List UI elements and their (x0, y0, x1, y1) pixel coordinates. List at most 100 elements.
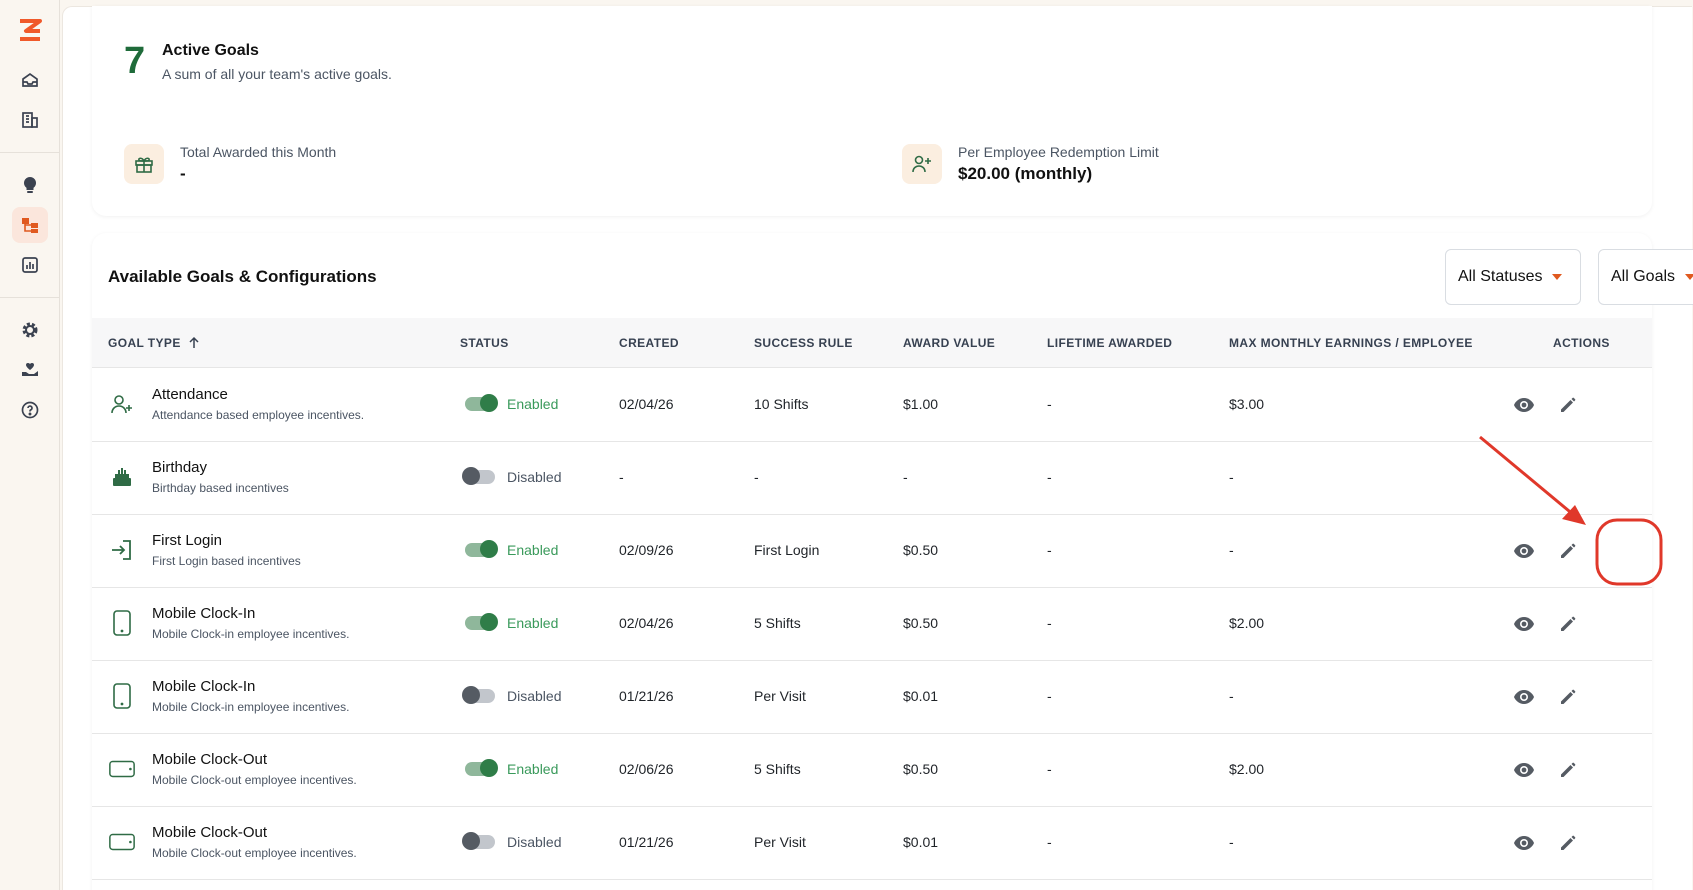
eye-icon[interactable] (1512, 831, 1536, 855)
goals-card: Available Goals & Configurations All Sta… (92, 233, 1693, 890)
lifetime-awarded: - (1047, 396, 1052, 412)
total-awarded-value: - (180, 164, 186, 183)
column-goal-type-label: GOAL TYPE (108, 336, 181, 350)
created-date: 01/21/26 (619, 834, 674, 850)
help-icon[interactable] (12, 392, 48, 428)
active-goals-title: Active Goals (162, 42, 259, 59)
pencil-icon[interactable] (1556, 758, 1580, 782)
hand-heart-icon[interactable] (12, 352, 48, 388)
status-toggle[interactable] (462, 832, 495, 850)
status-toggle[interactable] (462, 686, 495, 704)
report-icon[interactable] (12, 247, 48, 283)
hierarchy-icon[interactable] (11, 207, 48, 243)
toggle-knob (480, 394, 498, 412)
goal-name: Attendance (152, 386, 228, 403)
column-max-monthly: MAX MONTHLY EARNINGS / EMPLOYEE (1229, 336, 1473, 350)
phone-landscape-icon (108, 827, 136, 857)
award-value: $0.01 (903, 834, 939, 850)
logo-icon[interactable] (16, 16, 44, 44)
column-award-value: AWARD VALUE (903, 336, 996, 350)
pencil-icon[interactable] (1556, 393, 1580, 417)
redemption-limit-label: Per Employee Redemption Limit (958, 144, 1159, 160)
goal-name: Birthday (152, 459, 208, 476)
phone-landscape-icon (108, 754, 136, 784)
user-plus-icon (902, 144, 942, 184)
success-rule: Per Visit (754, 834, 806, 850)
status-label: Enabled (507, 761, 559, 777)
table-row: First Login First Login based incentives E… (92, 515, 1652, 588)
created-date: 02/06/26 (619, 761, 674, 777)
goal-description: Mobile Clock-in employee incentives. (152, 627, 350, 641)
column-created: CREATED (619, 336, 679, 350)
status-toggle[interactable] (465, 540, 498, 558)
goal-name: Mobile Clock-Out (152, 751, 268, 768)
redemption-limit-stat: Per Employee Redemption Limit $20.00 (mo… (902, 144, 1159, 184)
eye-icon[interactable] (1512, 758, 1536, 782)
status-filter-dropdown[interactable]: All Statuses (1445, 249, 1581, 305)
table-row: Mobile Clock-In Mobile Clock-in employee … (92, 661, 1652, 734)
status-toggle[interactable] (465, 759, 498, 777)
pencil-icon[interactable] (1556, 612, 1580, 636)
award-value: $0.01 (903, 688, 939, 704)
eye-icon[interactable] (1512, 612, 1536, 636)
login-icon (108, 535, 136, 565)
eye-icon[interactable] (1512, 539, 1536, 563)
table-row: Mobile Clock-Out Mobile Clock-out employe… (92, 807, 1652, 880)
goal-description: Mobile Clock-out employee incentives. (152, 773, 357, 787)
goal-description: Birthday based incentives (152, 481, 289, 495)
total-awarded-label: Total Awarded this Month (180, 144, 337, 160)
status-toggle[interactable] (465, 613, 498, 631)
max-monthly-earnings: $2.00 (1229, 615, 1265, 631)
award-value: $0.50 (903, 615, 939, 631)
created-date: - (619, 469, 624, 485)
phone-portrait-icon (108, 681, 136, 711)
active-goals-subtitle: A sum of all your team's active goals. (162, 66, 392, 82)
success-rule: 10 Shifts (754, 396, 809, 412)
status-label: Enabled (507, 542, 559, 558)
active-goals-count: 7 (124, 40, 146, 82)
max-monthly-earnings: - (1229, 542, 1234, 558)
status-filter-value: All Statuses (1458, 268, 1543, 285)
total-awarded-stat: Total Awarded this Month - (124, 144, 336, 184)
created-date: 02/04/26 (619, 615, 674, 631)
max-monthly-earnings: $3.00 (1229, 396, 1265, 412)
lifetime-awarded: - (1047, 469, 1052, 485)
main-content: 7 Active Goals A sum of all your team's … (60, 0, 1693, 890)
sidebar-divider (0, 152, 60, 153)
inbox-icon[interactable] (12, 62, 48, 98)
column-lifetime-awarded: LIFETIME AWARDED (1047, 336, 1173, 350)
goal-description: Mobile Clock-out employee incentives. (152, 846, 357, 860)
chevron-down-icon (1552, 274, 1563, 280)
status-label: Enabled (507, 615, 559, 631)
status-label: Disabled (507, 469, 562, 485)
pencil-icon[interactable] (1556, 539, 1580, 563)
lifetime-awarded: - (1047, 615, 1052, 631)
sort-asc-icon (189, 336, 199, 348)
column-goal-type[interactable]: GOAL TYPE (108, 336, 201, 350)
pencil-icon[interactable] (1556, 831, 1580, 855)
pencil-icon[interactable] (1556, 685, 1580, 709)
status-toggle[interactable] (462, 467, 495, 485)
goals-section-title: Available Goals & Configurations (108, 267, 377, 286)
user-plus-icon (108, 389, 136, 419)
goal-filter-dropdown[interactable]: All Goals (1598, 249, 1693, 305)
goal-filter-value: All Goals (1611, 268, 1676, 285)
building-icon[interactable] (12, 102, 48, 138)
award-value: $0.50 (903, 542, 939, 558)
success-rule: 5 Shifts (754, 615, 801, 631)
created-date: 02/09/26 (619, 542, 674, 558)
eye-icon[interactable] (1512, 685, 1536, 709)
toggle-knob (462, 467, 480, 485)
gear-icon[interactable] (12, 312, 48, 348)
eye-icon[interactable] (1512, 393, 1536, 417)
lightbulb-icon[interactable] (12, 167, 48, 203)
max-monthly-earnings: - (1229, 469, 1234, 485)
gift-icon (124, 144, 164, 184)
max-monthly-earnings: - (1229, 834, 1234, 850)
status-toggle[interactable] (465, 394, 498, 412)
toggle-knob (480, 759, 498, 777)
success-rule: First Login (754, 542, 820, 558)
created-date: 02/04/26 (619, 396, 674, 412)
column-actions: ACTIONS (1553, 336, 1610, 350)
success-rule: 5 Shifts (754, 761, 801, 777)
